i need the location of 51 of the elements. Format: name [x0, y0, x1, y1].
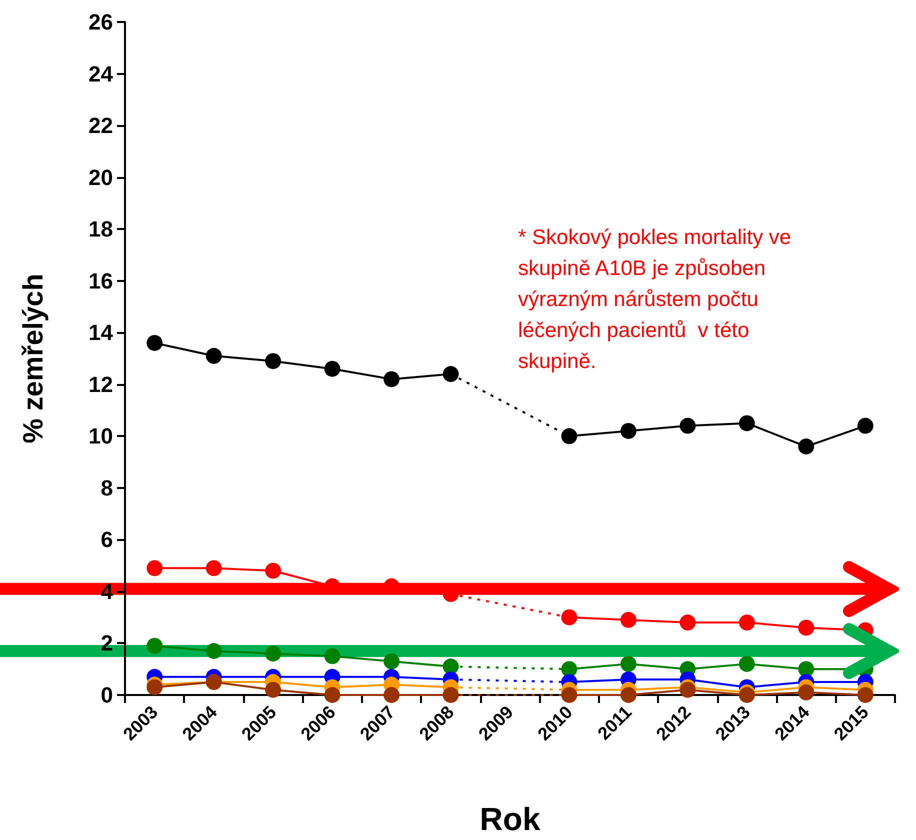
point — [442, 687, 459, 703]
point — [738, 614, 755, 631]
point — [324, 687, 340, 703]
point — [561, 687, 578, 703]
point — [265, 562, 282, 579]
point — [206, 643, 222, 659]
point — [265, 682, 282, 698]
point — [798, 661, 814, 678]
y-tick-label: 18 — [88, 216, 113, 242]
point — [206, 348, 222, 364]
point — [384, 687, 400, 703]
point — [680, 614, 696, 631]
y-tick-label: 20 — [88, 164, 113, 190]
point — [620, 422, 636, 439]
point — [738, 687, 755, 703]
point — [561, 609, 578, 626]
point — [798, 684, 814, 700]
point — [206, 560, 222, 576]
point — [738, 656, 755, 672]
y-tick-label: 14 — [88, 320, 114, 346]
point — [798, 620, 814, 636]
point — [324, 648, 340, 664]
y-tick-label: 12 — [88, 372, 113, 397]
point — [146, 334, 163, 351]
y-tick-label: 8 — [100, 475, 113, 500]
y-tick-label: 10 — [88, 424, 113, 449]
point — [384, 653, 400, 670]
point — [857, 418, 874, 434]
point — [265, 353, 282, 370]
point — [324, 360, 340, 377]
point — [561, 661, 578, 678]
point — [738, 415, 755, 432]
point — [620, 612, 636, 628]
y-axis-title: % zemřelých — [18, 274, 48, 444]
y-tick-label: 26 — [88, 10, 113, 34]
point — [146, 638, 163, 654]
y-tick-label: 0 — [100, 682, 113, 708]
point — [857, 687, 874, 703]
point — [680, 418, 696, 434]
point — [146, 560, 163, 576]
y-tick-label: 24 — [88, 61, 114, 86]
point — [798, 438, 814, 455]
annotation: * Skokový pokles mortality ve skupině A10B je způsoben výrazným nárůstem počtu léčených pacientů v této skupině. — [518, 226, 797, 373]
y-tick-label: 6 — [100, 527, 113, 552]
point — [620, 656, 636, 672]
x-axis-title: Rok — [480, 801, 540, 837]
y-tick-label: 22 — [88, 113, 113, 138]
y-tick-label: 16 — [88, 268, 113, 294]
point — [384, 371, 400, 388]
point — [265, 646, 282, 662]
point — [620, 687, 636, 703]
